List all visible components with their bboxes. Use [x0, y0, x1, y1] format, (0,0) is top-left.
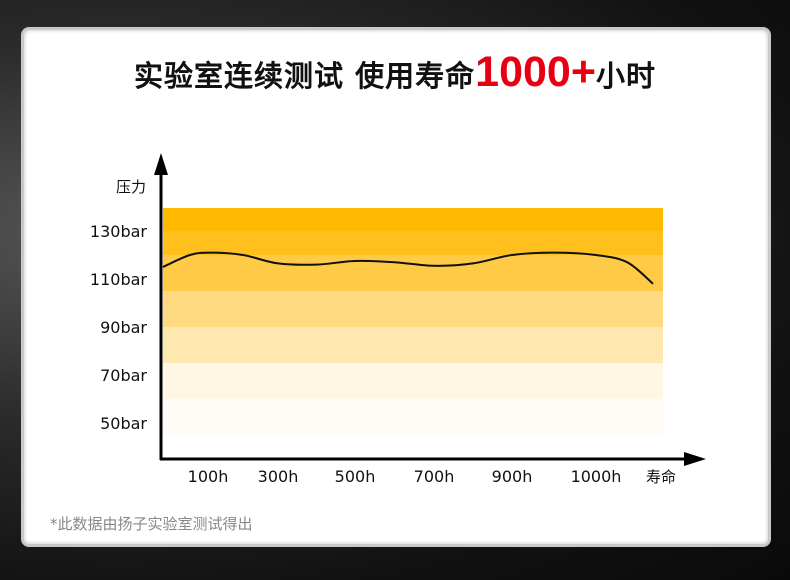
x-tick-label: 1000h [571, 467, 622, 486]
band-6 [163, 399, 663, 435]
y-tick-label: 70bar [100, 366, 147, 385]
band-1 [163, 231, 663, 255]
y-axis-arrow [154, 153, 168, 175]
band-0 [163, 208, 663, 231]
y-tick-label: 130bar [90, 222, 148, 241]
x-axis-arrow [684, 452, 706, 466]
x-tick-label: 700h [414, 467, 455, 486]
page-title: 实验室连续测试 使用寿命1000+小时 [0, 48, 790, 97]
x-axis-label: 寿命 [646, 468, 676, 486]
title-suffix: 小时 [595, 59, 656, 93]
band-3 [163, 291, 663, 327]
band-2 [163, 255, 663, 291]
y-tick-label: 110bar [90, 270, 148, 289]
band-5 [163, 363, 663, 399]
x-tick-label: 900h [492, 467, 533, 486]
title-highlight: 1000+ [475, 48, 596, 96]
y-tick-label: 90bar [100, 318, 147, 337]
y-tick-label: 50bar [100, 414, 147, 433]
x-tick-label: 500h [335, 467, 376, 486]
band-4 [163, 327, 663, 363]
x-tick-label: 300h [258, 467, 299, 486]
footnote: *此数据由扬子实验室测试得出 [50, 515, 253, 533]
title-text: 实验室连续测试 使用寿命 [134, 59, 476, 93]
pressure-line [162, 251, 654, 285]
x-tick-label: 100h [188, 467, 229, 486]
y-axis-label: 压力 [116, 178, 146, 196]
